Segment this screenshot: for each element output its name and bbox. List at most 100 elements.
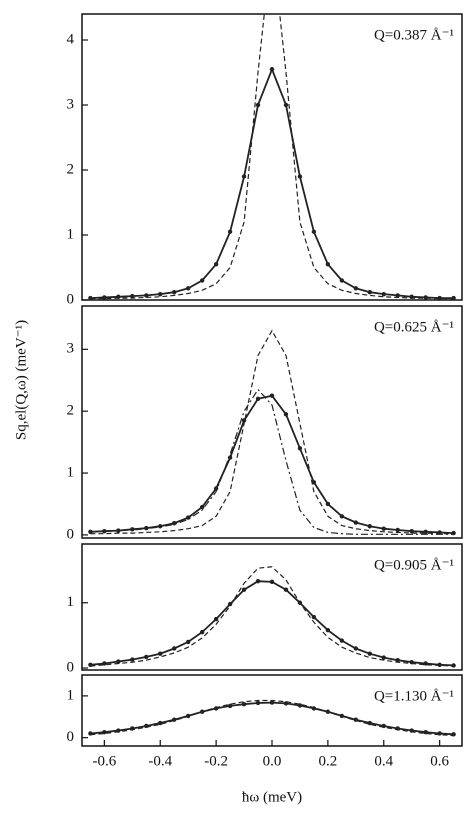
marker: [381, 526, 386, 531]
marker: [199, 629, 205, 635]
marker: [339, 514, 345, 519]
x-tick-label: 0.0: [263, 753, 282, 769]
plot-frame: [81, 13, 463, 301]
marker: [395, 293, 400, 298]
marker: [199, 278, 205, 283]
annotation: Q=0.905 Å⁻¹: [374, 557, 454, 573]
marker: [172, 520, 177, 526]
marker: [116, 659, 121, 664]
annotation: Q=0.387 Å⁻¹: [374, 27, 454, 43]
x-tick-label: 0.4: [374, 753, 393, 769]
marker: [381, 655, 386, 660]
marker: [395, 658, 400, 663]
y-tick-label: 2: [67, 161, 75, 177]
marker: [297, 446, 303, 451]
y-tick-label: 1: [67, 464, 75, 480]
line: [90, 329, 454, 535]
marker: [241, 587, 247, 592]
marker: [297, 174, 303, 179]
plot-frame: [81, 543, 463, 671]
marker: [241, 702, 247, 707]
y-tick-label: 1: [67, 687, 75, 703]
y-tick-label: 4: [67, 31, 75, 47]
y-tick-label: 2: [67, 403, 75, 419]
marker: [158, 720, 163, 726]
x-tick-label: -0.6: [92, 753, 116, 769]
x-tick-label: 0.2: [319, 753, 338, 769]
marker: [367, 651, 372, 656]
marker: [116, 528, 121, 533]
marker: [339, 638, 345, 643]
plot-frame: [81, 305, 463, 539]
marker: [269, 579, 275, 585]
marker: [367, 524, 372, 529]
marker: [423, 295, 428, 300]
marker: [255, 396, 261, 401]
marker: [353, 286, 359, 291]
marker: [241, 418, 247, 423]
marker: [381, 291, 386, 297]
marker: [130, 293, 135, 299]
marker: [269, 67, 275, 72]
annotation: Q=1.130 Å⁻¹: [374, 688, 454, 704]
marker: [367, 290, 372, 295]
marker: [269, 700, 275, 705]
marker: [353, 520, 359, 525]
y-tick-label: 0: [67, 291, 75, 307]
marker: [130, 527, 135, 532]
marker: [255, 700, 261, 706]
marker: [311, 229, 317, 234]
marker: [255, 102, 261, 108]
y-tick-label: 0: [67, 729, 75, 745]
marker: [451, 295, 456, 300]
series-group: [88, 14, 456, 300]
marker: [325, 627, 331, 633]
line: [90, 394, 454, 534]
marker: [311, 614, 317, 620]
line: [90, 699, 454, 737]
marker: [144, 293, 149, 298]
plot-frame: [81, 674, 463, 747]
line: [90, 566, 454, 667]
marker: [102, 528, 107, 534]
y-tick-label: 1: [67, 594, 75, 610]
line: [90, 388, 454, 535]
annotation: Q=0.625 Å⁻¹: [374, 319, 454, 335]
marker: [88, 295, 93, 300]
marker: [269, 393, 275, 398]
marker: [241, 174, 247, 179]
marker: [185, 515, 191, 520]
marker: [185, 286, 191, 291]
x-tick-label: -0.2: [204, 753, 228, 769]
marker: [227, 229, 233, 234]
x-axis-label: ħω (meV): [242, 789, 302, 805]
marker: [172, 290, 177, 295]
marker: [283, 412, 289, 417]
marker: [325, 262, 331, 267]
marker: [158, 291, 163, 297]
marker: [339, 278, 345, 283]
marker: [172, 646, 177, 651]
marker: [325, 501, 331, 507]
marker: [144, 654, 149, 660]
line: [90, 14, 454, 300]
x-tick-label: -0.4: [148, 753, 172, 769]
marker: [255, 579, 261, 584]
line: [90, 66, 454, 299]
marker: [353, 646, 359, 651]
marker: [409, 528, 414, 534]
marker: [88, 529, 93, 535]
series-group: [88, 329, 456, 536]
series-group: [88, 699, 456, 737]
marker: [283, 587, 289, 592]
marker: [199, 504, 205, 510]
y-tick-label: 0: [67, 659, 75, 675]
marker: [213, 616, 219, 622]
y-tick-label: 3: [67, 341, 75, 357]
line: [90, 580, 454, 667]
marker: [395, 527, 400, 533]
y-tick-label: 3: [67, 96, 75, 112]
marker: [213, 262, 219, 267]
marker: [283, 102, 289, 108]
